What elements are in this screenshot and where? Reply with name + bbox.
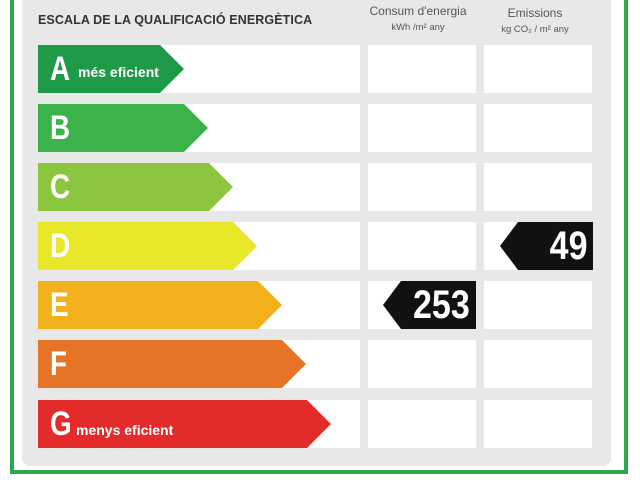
- emissions-cell-c: [484, 163, 592, 211]
- rating-arrow-a: A més eficient: [38, 45, 184, 93]
- rating-arrow-f: F: [38, 340, 306, 388]
- emissions-column-label: Emissions: [507, 6, 563, 20]
- emissions-indicator: 49: [500, 222, 593, 270]
- emissions-cell-f: [484, 340, 592, 388]
- energy-value: 253: [413, 283, 470, 327]
- energy-cell-d: [368, 222, 476, 270]
- rating-letter-f: F: [50, 345, 68, 383]
- emissions-column-unit: kg CO₂ / m² any: [501, 24, 569, 35]
- emissions-column-header: Emissions kg CO₂ / m² any: [480, 6, 590, 35]
- rating-arrow-g: G menys eficient: [38, 400, 331, 448]
- emissions-value: 49: [549, 224, 587, 268]
- emissions-cell-b: [484, 104, 592, 152]
- rating-letter-a: A: [50, 50, 71, 88]
- energy-column-unit: kWh /m² any: [391, 22, 445, 33]
- rating-letter-e: E: [50, 286, 69, 324]
- rating-letter-d: D: [50, 227, 71, 265]
- energy-cell-c: [368, 163, 476, 211]
- rating-letter-c: C: [50, 168, 71, 206]
- energy-column-header: Consum d'energia kWh /m² any: [366, 4, 470, 33]
- emissions-cell-e: [484, 281, 592, 329]
- rating-letter-b: B: [50, 109, 71, 147]
- rating-label-a: més eficient: [78, 64, 159, 80]
- rating-arrow-b: B: [38, 104, 208, 152]
- rating-arrow-e: E: [38, 281, 282, 329]
- energy-cell-f: [368, 340, 476, 388]
- energy-cell-b: [368, 104, 476, 152]
- rating-arrow-c: C: [38, 163, 233, 211]
- rating-arrow-d: D: [38, 222, 257, 270]
- energy-column-label: Consum d'energia: [369, 4, 467, 18]
- energy-indicator: 253: [383, 281, 476, 329]
- rating-label-g: menys eficient: [76, 422, 174, 438]
- emissions-cell-a: [484, 45, 592, 93]
- energy-cell-g: [368, 400, 476, 448]
- energy-cell-a: [368, 45, 476, 93]
- rating-letter-g: G: [50, 405, 72, 443]
- emissions-cell-g: [484, 400, 592, 448]
- page-title: ESCALA DE LA QUALIFICACIÓ ENERGÈTICA: [38, 13, 313, 27]
